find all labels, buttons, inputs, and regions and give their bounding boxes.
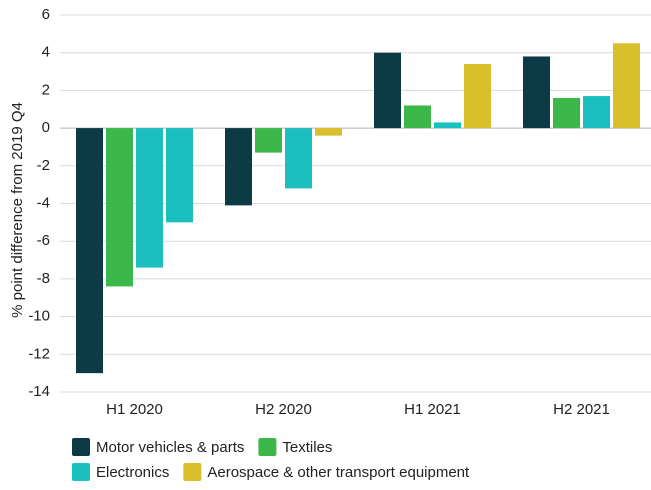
y-axis-label: % point difference from 2019 Q4	[9, 102, 26, 318]
bar	[464, 64, 491, 129]
y-tick-label: 4	[42, 44, 50, 61]
bar	[225, 128, 252, 206]
y-tick-label: -12	[28, 345, 50, 362]
legend-label: Motor vehicles & parts	[96, 439, 244, 456]
bar	[136, 128, 163, 268]
bar	[166, 128, 193, 223]
x-tick-label: H1 2021	[404, 401, 461, 418]
y-tick-label: -8	[37, 270, 50, 287]
y-tick-label: 6	[42, 6, 50, 23]
bar	[583, 96, 610, 129]
legend-label: Textiles	[282, 439, 332, 456]
bar	[404, 105, 431, 129]
legend-swatch	[72, 438, 90, 456]
x-tick-label: H2 2020	[255, 401, 312, 418]
bar	[613, 43, 640, 129]
x-tick-label: H1 2020	[106, 401, 163, 418]
bar	[434, 122, 461, 129]
y-tick-label: 0	[42, 119, 50, 136]
legend-swatch	[258, 438, 277, 456]
y-tick-label: -10	[28, 308, 50, 325]
legend-label: Aerospace & other transport equipment	[207, 464, 470, 481]
bar	[553, 97, 580, 129]
bar	[106, 128, 133, 287]
legend-label: Electronics	[96, 464, 169, 481]
y-tick-label: -2	[37, 157, 50, 174]
bar	[523, 56, 550, 129]
bar	[76, 128, 103, 374]
legend-swatch	[183, 463, 202, 481]
bar	[255, 128, 282, 153]
y-tick-label: -6	[37, 232, 50, 249]
y-tick-label: 2	[42, 81, 50, 98]
bar	[315, 128, 342, 136]
bar	[285, 128, 312, 189]
y-tick-label: -14	[28, 383, 50, 400]
legend-swatch	[72, 463, 90, 481]
bar	[374, 52, 401, 129]
x-tick-label: H2 2021	[553, 401, 610, 418]
y-tick-label: -4	[37, 194, 50, 211]
